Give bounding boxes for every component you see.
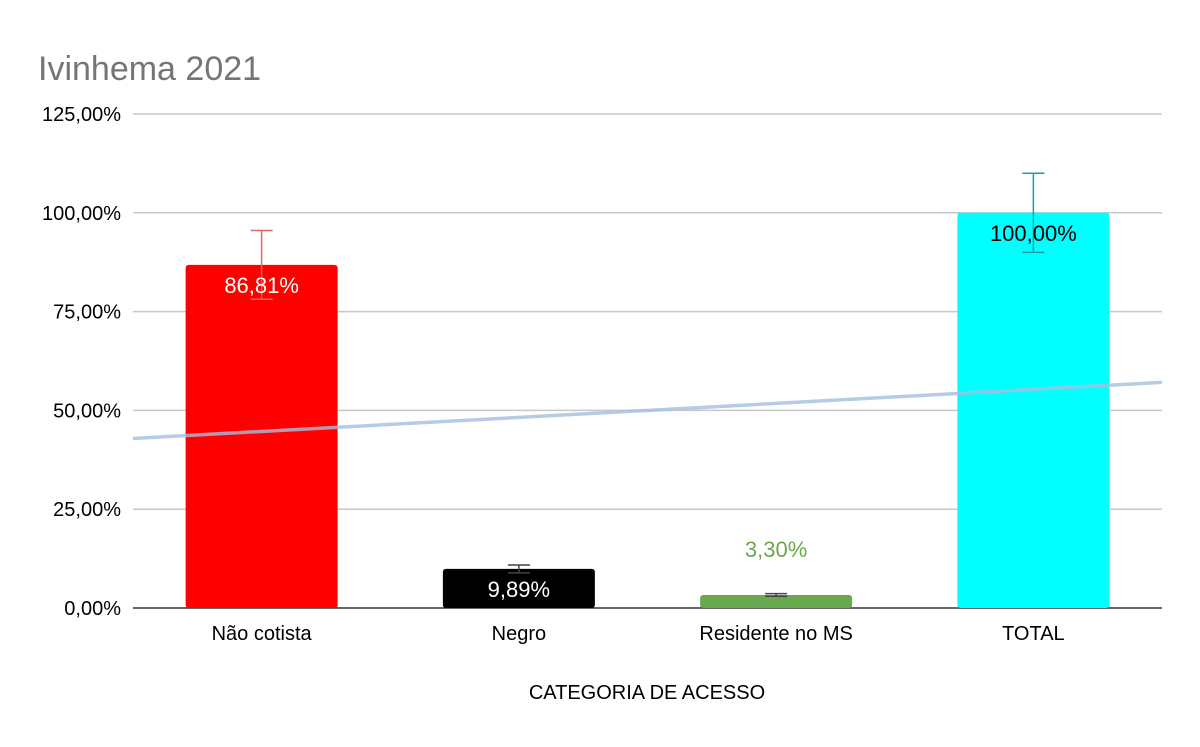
x-category-label: Residente no MS [699, 623, 852, 645]
data-label: 3,30% [745, 537, 807, 562]
y-tick-label: 25,00% [53, 499, 121, 521]
bar [442, 568, 595, 608]
x-category-label: Negro [492, 623, 546, 645]
x-axis-title: CATEGORIA DE ACESSO [529, 682, 765, 704]
trendline-layer [132, 380, 1163, 441]
y-tick-label: 0,00% [64, 598, 121, 620]
data-label: 9,89% [488, 577, 550, 602]
error-bars [250, 172, 1045, 598]
data-labels: 86,81% 9,89% 3,30% 100,00% [224, 221, 1076, 602]
bar [700, 594, 853, 608]
bar [185, 264, 338, 608]
bars [185, 212, 1110, 609]
y-tick-label: 75,00% [53, 302, 121, 324]
y-tick-label: 50,00% [53, 400, 121, 422]
chart-title: Ivinhema 2021 [38, 50, 261, 88]
x-category-label: Não cotista [212, 623, 313, 645]
bar [957, 212, 1110, 609]
data-label: 100,00% [990, 221, 1077, 246]
trendline [132, 380, 1163, 441]
y-axis-tick-labels: 0,00% 25,00% 50,00% 75,00% 100,00% 125,00% [42, 104, 121, 620]
x-axis-category-labels: Não cotista Negro Residente no MS TOTAL [212, 623, 1065, 645]
x-category-label: TOTAL [1002, 623, 1065, 645]
y-tick-label: 125,00% [42, 104, 121, 126]
data-label: 86,81% [224, 273, 299, 298]
y-tick-label: 100,00% [42, 203, 121, 225]
